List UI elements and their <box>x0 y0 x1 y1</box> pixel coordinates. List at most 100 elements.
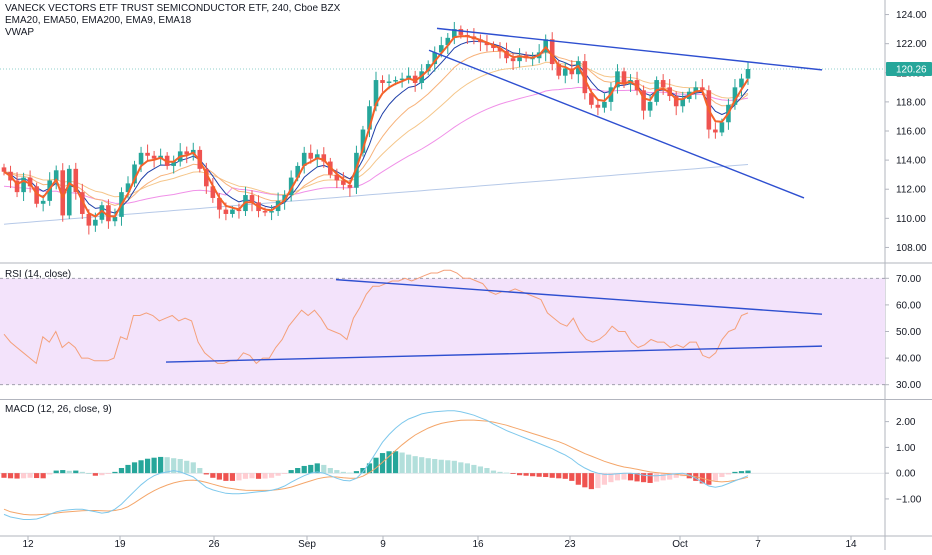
candle-body <box>412 75 418 83</box>
macd-histogram-bar <box>66 470 72 474</box>
macd-histogram-bar <box>425 458 431 474</box>
price-tick-label: 124.00 <box>896 10 927 21</box>
macd-histogram-bar <box>216 473 222 480</box>
candle-body <box>647 101 653 111</box>
macd-histogram-bar <box>20 473 27 479</box>
candle-body <box>745 68 751 79</box>
rsi-tick-label: 30.00 <box>896 380 921 391</box>
candle-body <box>700 87 705 91</box>
candle-body <box>334 174 340 181</box>
candle-body <box>93 219 98 226</box>
rsi-tick-label: 60.00 <box>896 300 921 311</box>
macd-histogram-bar <box>556 473 562 479</box>
macd-histogram-bar <box>171 458 177 474</box>
macd-histogram-bar <box>47 473 53 475</box>
macd-signal-line <box>3 419 749 516</box>
candle-body <box>380 80 385 83</box>
rsi-tick-label: 70.00 <box>896 274 921 285</box>
candle-body <box>106 205 111 222</box>
candle-body <box>660 80 666 88</box>
macd-histogram-bar <box>229 473 236 481</box>
time-tick-label: 26 <box>208 539 220 550</box>
macd-tick-label: −1.00 <box>896 494 922 505</box>
candle-body <box>373 80 379 107</box>
price-tick-label: 114.00 <box>896 156 926 167</box>
candle-body <box>367 106 372 130</box>
macd-histogram-bar <box>608 473 614 483</box>
macd-histogram-bar <box>406 454 412 474</box>
macd-histogram-bar <box>549 473 555 478</box>
candle-body <box>308 152 314 159</box>
rsi-resistance-trendline <box>335 278 823 315</box>
macd-histogram-bar <box>131 462 138 474</box>
macd-histogram-bar <box>112 471 118 474</box>
macd-histogram-bar <box>569 473 575 481</box>
macd-histogram-bar <box>40 473 46 479</box>
macd-tick-label: 1.00 <box>896 443 916 454</box>
candle-body <box>210 186 216 198</box>
candle-body <box>530 58 535 60</box>
time-tick-label: 16 <box>472 539 484 550</box>
macd-histogram-bar <box>190 462 196 474</box>
macd-histogram-bar <box>451 460 457 474</box>
candle-body <box>641 90 646 111</box>
macd-histogram-bar <box>164 457 170 474</box>
rsi-tick-label: 40.00 <box>896 354 921 365</box>
candle-body <box>491 45 496 49</box>
time-tick-label: Oct <box>672 539 688 550</box>
macd-histogram-bar <box>627 473 634 481</box>
candle-body <box>282 195 287 201</box>
macd-histogram-bar <box>738 471 745 474</box>
macd-histogram-bar <box>706 473 712 485</box>
macd-histogram-bar <box>158 456 164 474</box>
vwap-line <box>3 86 749 204</box>
candle-body <box>582 61 588 94</box>
candle-body <box>301 152 307 166</box>
macd-histogram-bar <box>516 473 523 476</box>
macd-histogram-bar <box>7 473 14 479</box>
macd-histogram-bar <box>92 473 98 476</box>
macd-histogram-bar <box>582 473 588 488</box>
candle-body <box>393 80 398 82</box>
candle-body <box>562 68 568 76</box>
rsi-line <box>3 269 749 365</box>
macd-histogram-bar <box>144 458 151 474</box>
candle-body <box>223 209 229 214</box>
macd-histogram-bar <box>125 464 131 474</box>
candle-body <box>406 75 411 79</box>
macd-histogram-bar <box>640 473 647 483</box>
candle-body <box>713 129 718 133</box>
candle-body <box>73 168 79 193</box>
candle-body <box>288 177 294 196</box>
support-trendline <box>428 49 805 199</box>
candle-body <box>432 52 438 65</box>
macd-histogram-bar <box>86 473 92 474</box>
macd-histogram-bar <box>314 463 320 474</box>
macd-histogram-bar <box>347 472 353 474</box>
macd-histogram-bar <box>321 464 327 474</box>
candle-body <box>249 195 255 203</box>
candle-body <box>295 165 300 178</box>
macd-histogram-bar <box>249 473 255 479</box>
price-tick-label: 108.00 <box>896 243 927 254</box>
time-tick-label: Sep <box>298 539 316 550</box>
macd-histogram-bar <box>575 473 581 485</box>
candle-body <box>504 50 509 59</box>
macd-histogram-bar <box>268 473 275 478</box>
macd-histogram-bar <box>654 473 660 482</box>
macd-histogram-bar <box>503 472 510 474</box>
macd-histogram-bar <box>667 473 673 480</box>
candle-body <box>517 55 522 62</box>
chart-title: VANECK VECTORS ETF TRUST SEMICONDUCTOR E… <box>5 3 341 14</box>
macd-histogram-bar <box>601 473 608 485</box>
macd-histogram-bar <box>484 468 490 474</box>
macd-histogram-bar <box>223 473 229 481</box>
macd-tick-label: 2.00 <box>896 417 916 428</box>
candle-body <box>341 180 346 185</box>
macd-histogram-bar <box>386 451 392 474</box>
candle-body <box>680 98 686 107</box>
candle-body <box>458 29 464 35</box>
macd-histogram-bar <box>99 473 105 476</box>
